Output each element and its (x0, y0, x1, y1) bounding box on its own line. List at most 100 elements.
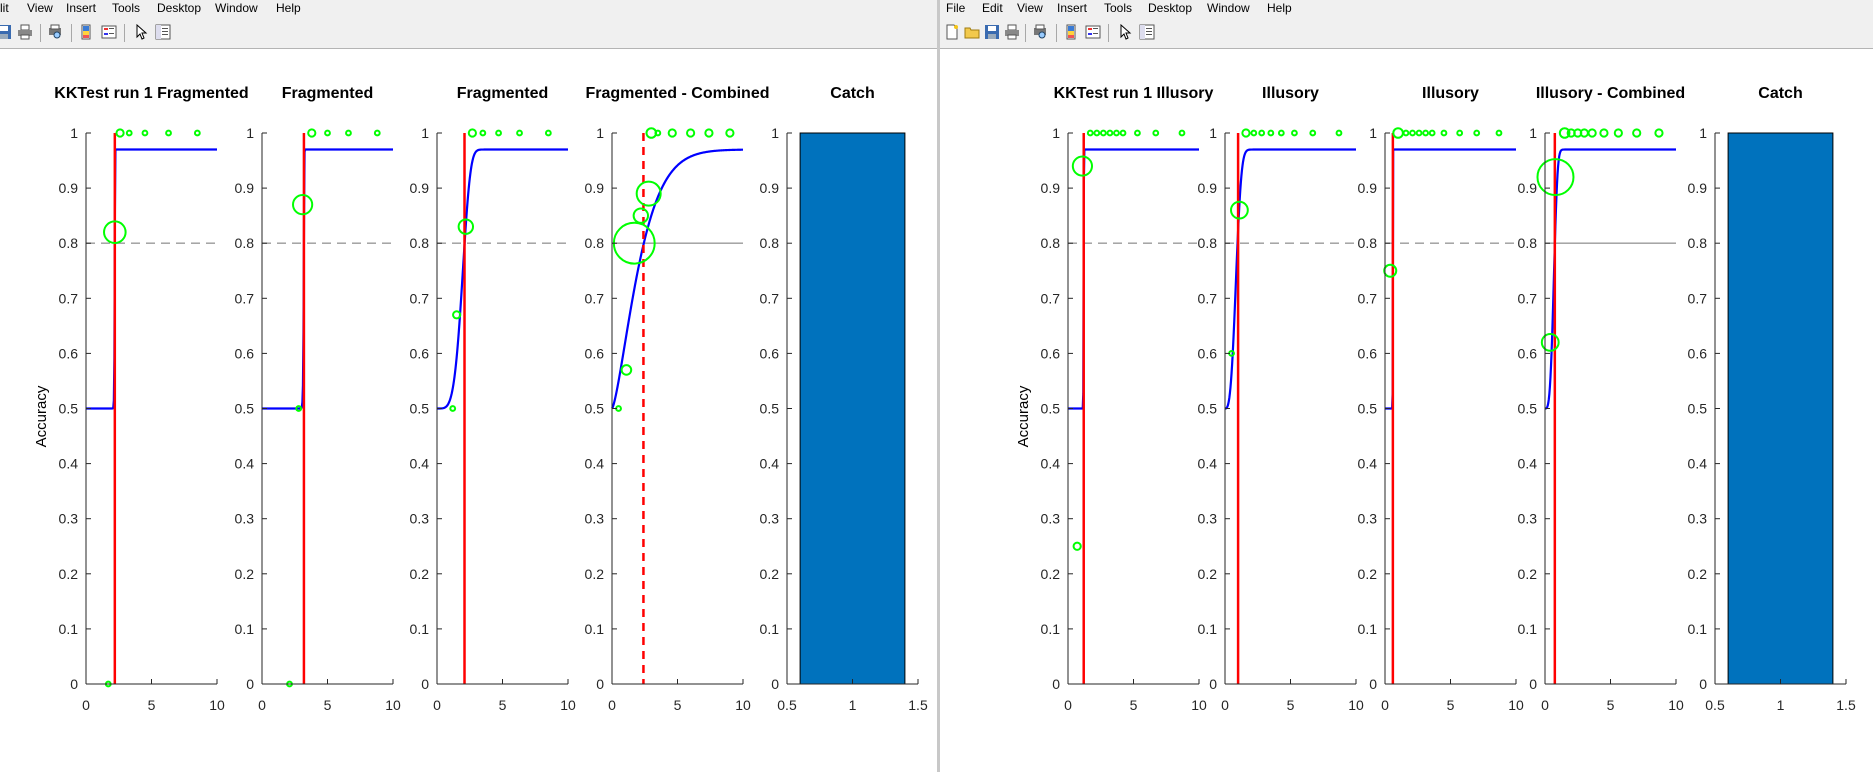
right-toolbar (940, 17, 1873, 49)
legend-icon[interactable] (101, 24, 117, 40)
y-tick-label: 1 (771, 125, 779, 141)
y-tick-label: 0.4 (1688, 456, 1708, 472)
menu-view[interactable]: View (27, 1, 53, 15)
menu-view[interactable]: View (1017, 1, 1043, 15)
y-tick-label: 0 (771, 676, 779, 692)
menu-insert[interactable]: Insert (1057, 1, 1088, 15)
toolbar-separator (1056, 24, 1057, 42)
menu-edit[interactable]: Edit (982, 1, 1003, 15)
data-point (544, 129, 552, 137)
data-point (1540, 332, 1560, 352)
y-tick-label: 1 (70, 125, 78, 141)
data-point (373, 129, 381, 137)
toolbar-separator (124, 24, 125, 42)
colorbar-icon[interactable] (1063, 24, 1079, 40)
x-tick-label: 1.5 (1836, 697, 1856, 713)
y-tick-label: 0.4 (1358, 456, 1378, 472)
x-tick-label: 0 (82, 697, 90, 713)
chart-title: Illusory (1422, 85, 1479, 102)
menu-edit[interactable]: lit (0, 1, 9, 15)
print-icon[interactable] (17, 24, 33, 40)
data-point (1309, 129, 1317, 137)
y-tick-label: 0.5 (760, 401, 780, 417)
y-tick-label: 0.8 (760, 235, 780, 251)
menu-help[interactable]: Help (276, 1, 301, 15)
left-figure-window: lit View Insert Tools Desktop Window Hel… (0, 0, 937, 713)
fit-curve (611, 148, 744, 410)
data-point (1178, 129, 1186, 137)
y-tick-label: 0.9 (410, 180, 430, 196)
y-tick-label: 0.7 (1688, 290, 1708, 306)
data-point (292, 194, 314, 216)
open-icon[interactable] (964, 24, 980, 40)
legend-icon[interactable] (1085, 24, 1101, 40)
chart-title: Fragmented (282, 85, 374, 102)
data-point (1495, 129, 1503, 137)
y-tick-label: 0.8 (235, 235, 255, 251)
data-point (1392, 127, 1404, 139)
menu-window[interactable]: Window (1207, 1, 1250, 15)
chart-title: Fragmented (457, 85, 549, 102)
property-editor-icon[interactable] (155, 24, 171, 40)
data-point (1383, 263, 1398, 278)
menu-desktop[interactable]: Desktop (157, 1, 202, 15)
data-point (1613, 128, 1623, 138)
y-tick-label: 0.3 (235, 511, 255, 527)
menu-insert[interactable]: Insert (66, 1, 97, 15)
x-tick-label: 5 (1607, 697, 1615, 713)
y-tick-label: 0.2 (1518, 566, 1538, 582)
property-editor-icon[interactable] (1139, 24, 1155, 40)
y-tick-label: 0.9 (1688, 180, 1708, 196)
y-tick-label: 0.7 (1518, 290, 1538, 306)
y-tick-label: 0.2 (1688, 566, 1708, 582)
x-tick-label: 1 (849, 697, 857, 713)
data-point (1536, 158, 1575, 197)
colorbar-icon[interactable] (78, 24, 94, 40)
data-point (1267, 129, 1275, 137)
pointer-icon[interactable] (133, 24, 149, 40)
menu-file[interactable]: File (946, 1, 966, 15)
y-tick-label: 1 (421, 125, 429, 141)
y-tick-label: 0.7 (1198, 290, 1218, 306)
menu-desktop[interactable]: Desktop (1148, 1, 1193, 15)
print-icon[interactable] (1004, 24, 1020, 40)
save-icon[interactable] (0, 24, 12, 40)
pointer-icon[interactable] (1117, 24, 1133, 40)
y-tick-label: 0.6 (1041, 345, 1061, 361)
left-menubar: lit View Insert Tools Desktop Window Hel… (0, 0, 937, 17)
data-point (1086, 129, 1094, 137)
x-tick-label: 10 (385, 697, 401, 713)
menu-tools[interactable]: Tools (112, 1, 141, 15)
y-tick-label: 0.5 (59, 401, 79, 417)
y-tick-label: 0 (596, 676, 604, 692)
menu-tools[interactable]: Tools (1104, 1, 1133, 15)
data-point (449, 405, 457, 412)
chart-fragmented-2: Fragmented00.10.20.30.40.50.60.70.80.910… (235, 85, 401, 713)
right-figure-canvas: KKTest run 1 Illusory Accuracy 0 0.1 0.2 0.3 0… (1015, 85, 1856, 713)
y-tick-label: 1 (1529, 125, 1537, 141)
y-tick-label: 0.3 (1518, 511, 1538, 527)
y-tick-label: 0.4 (1041, 456, 1061, 472)
save-icon[interactable] (984, 24, 1000, 40)
print-preview-icon[interactable] (1032, 24, 1048, 40)
y-tick-label: 0.8 (410, 235, 430, 251)
y-tick-label: 0.1 (235, 621, 255, 637)
y-tick-label: 0.4 (1198, 456, 1218, 472)
data-point (1250, 129, 1258, 137)
y-tick-label: 0.1 (760, 621, 780, 637)
data-point (193, 129, 201, 137)
data-point (1599, 128, 1609, 138)
y-tick-label: 0.6 (59, 345, 79, 361)
data-point (1558, 127, 1571, 139)
data-point (1291, 129, 1298, 137)
x-tick-label: 10 (1191, 697, 1207, 713)
chart-title: Fragmented - Combined (585, 85, 769, 102)
new-figure-icon[interactable] (944, 24, 960, 40)
y-tick-label: 0.6 (1518, 345, 1538, 361)
bar (1727, 132, 1834, 685)
menu-window[interactable]: Window (215, 1, 258, 15)
data-point (467, 128, 477, 138)
print-preview-icon[interactable] (47, 24, 63, 40)
menu-help[interactable]: Help (1267, 1, 1292, 15)
